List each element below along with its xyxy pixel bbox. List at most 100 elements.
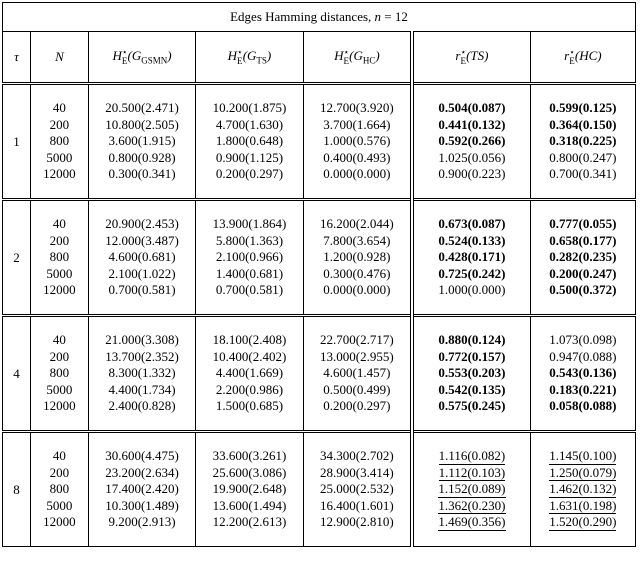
header-sup: ⋆ bbox=[121, 47, 128, 57]
value: 0.318(0.225) bbox=[549, 133, 617, 149]
value-cell: 20.500(2.471) 10.800(2.505) 3.600(1.915) 0.… bbox=[87, 83, 197, 200]
value: 0.428(0.171) bbox=[438, 249, 506, 265]
group-row: 8 40 200 800 5000 12000 30.600(4.475) 23.200(2.… bbox=[2, 431, 637, 547]
value-line: 0.658(0.177) bbox=[531, 233, 635, 250]
n-value: 800 bbox=[49, 481, 70, 497]
value-line: 1.116(0.082) bbox=[414, 448, 530, 465]
value: 0.500(0.499) bbox=[323, 381, 391, 397]
value-line: 16.200(2.044) bbox=[304, 216, 410, 233]
value: 4.600(0.681) bbox=[108, 249, 176, 265]
value: 33.600(3.261) bbox=[212, 448, 287, 464]
value: 0.592(0.266) bbox=[438, 133, 506, 149]
header-main: H bbox=[112, 47, 122, 63]
value-line: 0.725(0.242) bbox=[414, 266, 530, 283]
header-sub: E bbox=[121, 56, 128, 66]
header-main: H bbox=[334, 47, 344, 63]
value-cell: 16.200(2.044) 7.800(3.654) 1.200(0.928) 0.3… bbox=[302, 199, 415, 316]
value-cell: 18.100(2.408) 10.400(2.402) 4.400(1.669) 2.… bbox=[195, 315, 304, 432]
value: 0.543(0.136) bbox=[549, 365, 617, 381]
value-line: 0.880(0.124) bbox=[414, 332, 530, 349]
value-line: 23.200(2.634) bbox=[89, 465, 195, 482]
value: 1.145(0.100) bbox=[549, 448, 617, 465]
value-cell: 1.116(0.082) 1.112(0.103) 1.152(0.089) 1.36… bbox=[411, 431, 531, 547]
header-argsub: GSMN bbox=[141, 55, 168, 66]
title-var: n bbox=[374, 9, 382, 24]
value-line: 0.592(0.266) bbox=[414, 133, 530, 150]
value: 0.947(0.088) bbox=[549, 348, 617, 364]
n-value: 5000 bbox=[46, 381, 73, 397]
n-value: 12000 bbox=[43, 282, 76, 298]
value-line: 7.800(3.654) bbox=[304, 233, 410, 250]
value-line: 34.300(2.702) bbox=[304, 448, 410, 465]
n-value: 40 bbox=[52, 100, 66, 116]
value-line: 0.777(0.055) bbox=[531, 216, 635, 233]
header-script: ⋆ E bbox=[569, 48, 575, 66]
value-cell: 30.600(4.475) 23.200(2.634) 17.400(2.420) 1… bbox=[87, 431, 197, 547]
tau-cell: 2 bbox=[2, 199, 31, 316]
value: 2.400(0.828) bbox=[108, 398, 176, 414]
value: 0.000(0.000) bbox=[323, 282, 391, 298]
n-value: 12000 bbox=[43, 398, 76, 414]
value-line: 0.700(0.581) bbox=[196, 282, 302, 299]
header-main: r bbox=[455, 47, 461, 63]
value-line: 0.282(0.235) bbox=[531, 249, 635, 266]
group-row: 2 40 200 800 5000 12000 20.900(2.453) 12.000(3.… bbox=[2, 199, 637, 316]
value: 0.575(0.245) bbox=[438, 398, 506, 414]
value-line: 21.000(3.308) bbox=[89, 332, 195, 349]
value-line: 1.200(0.928) bbox=[304, 249, 410, 266]
value: 0.900(0.223) bbox=[438, 166, 506, 182]
value-cell: 0.599(0.125) 0.364(0.150) 0.318(0.225) 0.80… bbox=[529, 83, 637, 200]
header-main: N bbox=[55, 49, 64, 64]
value-cell: 13.900(1.864) 5.800(1.363) 2.100(0.966) 1.4… bbox=[195, 199, 304, 316]
value-line: 0.800(0.928) bbox=[89, 150, 195, 167]
value: 4.700(1.630) bbox=[215, 116, 284, 132]
value-line: 0.772(0.157) bbox=[414, 349, 530, 366]
value: 19.900(2.648) bbox=[212, 481, 287, 497]
value-line: 4.600(0.681) bbox=[89, 249, 195, 266]
value-line: 0.441(0.132) bbox=[414, 117, 530, 134]
column-header: H ⋆ E (GGSMN) bbox=[87, 31, 197, 84]
value: 25.000(2.532) bbox=[320, 481, 394, 497]
value: 1.800(0.648) bbox=[215, 133, 284, 149]
header-sub: E bbox=[460, 56, 466, 66]
value-line: 0.553(0.203) bbox=[414, 365, 530, 382]
value-line: 13.600(1.494) bbox=[196, 498, 302, 515]
value-line: 12.900(2.810) bbox=[304, 514, 410, 531]
header-sup: ⋆ bbox=[569, 47, 575, 57]
value-cell: 0.777(0.055) 0.658(0.177) 0.282(0.235) 0.20… bbox=[529, 199, 637, 316]
value-line: 3.600(1.915) bbox=[89, 133, 195, 150]
header-arg: (TS) bbox=[466, 47, 489, 63]
value-line: 1.000(0.000) bbox=[414, 282, 530, 299]
value: 30.600(4.475) bbox=[105, 448, 179, 464]
value: 4.400(1.669) bbox=[215, 365, 284, 381]
value: 1.250(0.079) bbox=[549, 464, 617, 482]
header-sub: E bbox=[569, 56, 575, 66]
value-line: 10.800(2.505) bbox=[89, 117, 195, 134]
value: 16.200(2.044) bbox=[320, 216, 394, 232]
value-cell: 21.000(3.308) 13.700(2.352) 8.300(1.332) 4.… bbox=[87, 315, 197, 432]
value-line: 0.504(0.087) bbox=[414, 100, 530, 117]
value-line: 25.600(3.086) bbox=[196, 465, 302, 482]
header-argsub: TS bbox=[256, 55, 267, 66]
value-line: 1.250(0.079) bbox=[531, 465, 635, 482]
value-line: 1.362(0.230) bbox=[414, 498, 530, 515]
value: 0.800(0.928) bbox=[108, 149, 176, 165]
value: 16.400(1.601) bbox=[320, 497, 394, 513]
value-line: 12.000(3.487) bbox=[89, 233, 195, 250]
value: 1.500(0.685) bbox=[215, 398, 284, 414]
header-sup: ⋆ bbox=[460, 47, 467, 57]
value: 0.282(0.235) bbox=[549, 249, 617, 265]
value: 5.800(1.363) bbox=[215, 232, 284, 248]
header-argsub: HC bbox=[362, 55, 376, 66]
value: 0.200(0.297) bbox=[215, 166, 284, 182]
value: 1.073(0.098) bbox=[549, 332, 617, 348]
value: 25.600(3.086) bbox=[212, 464, 287, 480]
value: 0.800(0.247) bbox=[549, 149, 617, 165]
n-value: 5000 bbox=[46, 265, 73, 281]
value: 1.025(0.056) bbox=[438, 149, 506, 165]
value: 0.599(0.125) bbox=[549, 100, 617, 116]
n-value: 200 bbox=[49, 348, 70, 364]
value: 13.700(2.352) bbox=[105, 348, 179, 364]
value-line: 1.400(0.681) bbox=[196, 266, 302, 283]
value-cell: 0.504(0.087) 0.441(0.132) 0.592(0.266) 1.02… bbox=[411, 83, 531, 200]
